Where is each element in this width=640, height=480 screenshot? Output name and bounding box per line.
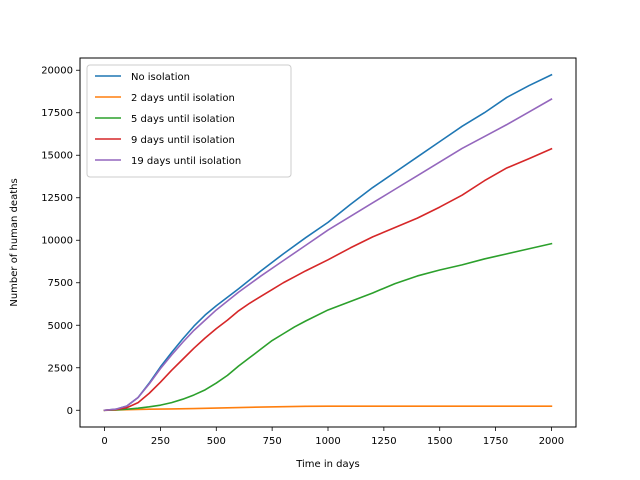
legend-label: 2 days until isolation	[131, 93, 235, 104]
y-tick-label: 0	[67, 406, 73, 417]
legend: No isolation 2 days until isolation 5 days…	[86, 64, 292, 178]
x-tick-label: 0	[101, 436, 107, 447]
y-tick-label: 5000	[48, 321, 73, 332]
legend-label: 19 days until isolation	[131, 156, 241, 167]
legend-label: 5 days until isolation	[131, 114, 235, 125]
x-axis-label: Time in days	[295, 459, 360, 470]
series-line-4	[103, 147, 553, 412]
plot-lines	[103, 73, 553, 412]
series-line-2	[103, 405, 553, 412]
legend-label: 9 days until isolation	[131, 135, 235, 146]
x-tick-label: 500	[207, 436, 226, 447]
y-tick-label: 12500	[41, 193, 73, 204]
x-tick-label: 750	[263, 436, 282, 447]
series-line-5	[103, 98, 553, 412]
x-tick-label: 1000	[315, 436, 340, 447]
x-tick-label: 250	[151, 436, 170, 447]
y-tick-label: 2500	[48, 363, 73, 374]
x-tick-label: 2000	[539, 436, 564, 447]
x-axis: 0 250 500 750 1000 1250 1500 1750 2000	[101, 427, 564, 447]
y-axis: 0 2500 5000 7500 10000 12500 15000 17500 20000	[41, 66, 80, 417]
y-tick-label: 10000	[41, 236, 73, 247]
legend-label: No isolation	[131, 72, 190, 83]
y-tick-label: 17500	[41, 108, 73, 119]
y-tick-label: 20000	[41, 66, 73, 77]
x-tick-label: 1500	[427, 436, 452, 447]
y-tick-label: 15000	[41, 151, 73, 162]
legend-box	[86, 64, 292, 178]
series-line-3	[103, 242, 553, 412]
x-tick-label: 1750	[483, 436, 508, 447]
x-tick-label: 1250	[371, 436, 396, 447]
y-tick-label: 7500	[48, 278, 73, 289]
y-axis-label: Number of human deaths	[9, 178, 20, 306]
